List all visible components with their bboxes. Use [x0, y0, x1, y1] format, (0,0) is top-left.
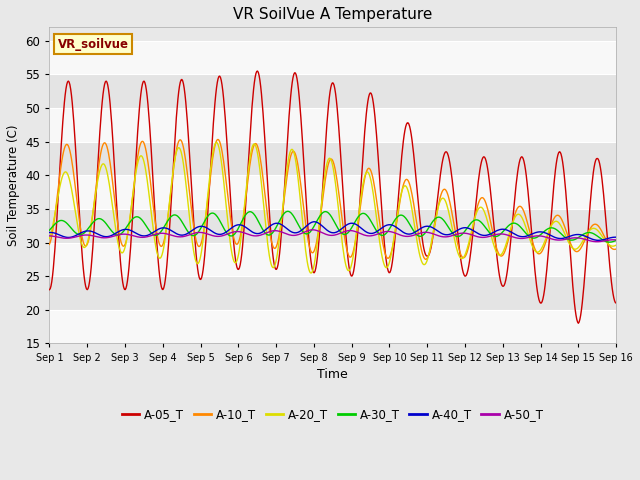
Bar: [49, 310, 616, 344]
Bar: [49, 41, 616, 74]
Text: VR_soilvue: VR_soilvue: [58, 38, 129, 51]
Legend: A-05_T, A-10_T, A-20_T, A-30_T, A-40_T, A-50_T: A-05_T, A-10_T, A-20_T, A-30_T, A-40_T, …: [117, 403, 548, 426]
Bar: [49, 74, 616, 108]
Bar: [49, 276, 616, 310]
Bar: [49, 209, 616, 242]
Bar: [49, 108, 616, 142]
Bar: [49, 242, 616, 276]
X-axis label: Time: Time: [317, 368, 348, 381]
Bar: [49, 142, 616, 175]
Y-axis label: Soil Temperature (C): Soil Temperature (C): [7, 125, 20, 246]
Bar: [49, 175, 616, 209]
Title: VR SoilVue A Temperature: VR SoilVue A Temperature: [233, 7, 433, 22]
